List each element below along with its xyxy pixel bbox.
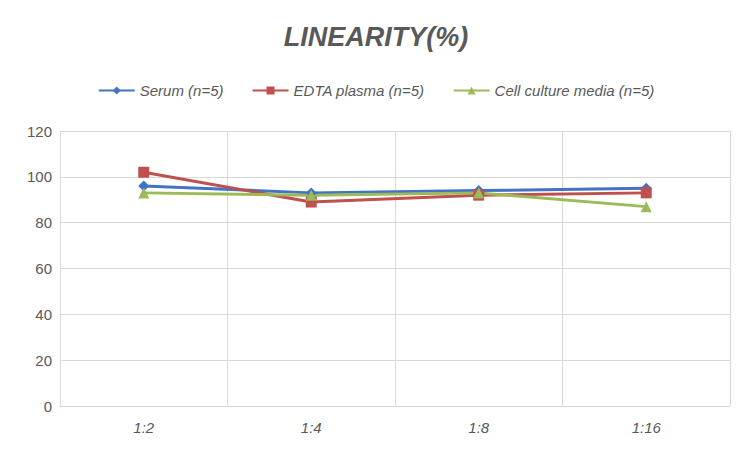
svg-text:0: 0 — [44, 398, 52, 415]
svg-text:LINEARITY(%): LINEARITY(%) — [284, 22, 469, 52]
svg-text:1:4: 1:4 — [301, 419, 322, 436]
svg-text:40: 40 — [35, 306, 52, 323]
svg-text:100: 100 — [27, 168, 52, 185]
svg-text:1:8: 1:8 — [468, 419, 490, 436]
svg-text:Serum (n=5): Serum (n=5) — [140, 82, 224, 99]
svg-text:60: 60 — [35, 260, 52, 277]
svg-text:20: 20 — [35, 352, 52, 369]
svg-text:80: 80 — [35, 214, 52, 231]
svg-text:1:2: 1:2 — [133, 419, 155, 436]
svg-text:120: 120 — [27, 123, 52, 140]
svg-text:1:16: 1:16 — [632, 419, 662, 436]
svg-text:Cell culture media (n=5): Cell culture media (n=5) — [495, 82, 655, 99]
svg-text:EDTA plasma (n=5): EDTA plasma (n=5) — [294, 82, 424, 99]
